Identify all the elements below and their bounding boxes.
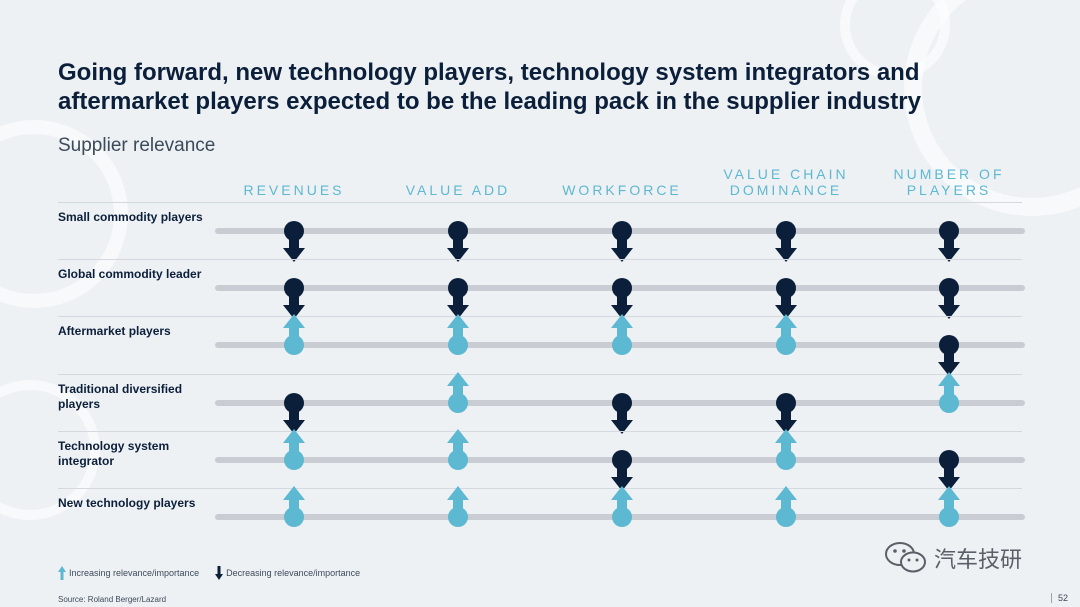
arrow-up-icon xyxy=(774,486,798,528)
arrow-up-icon xyxy=(937,486,961,528)
row-divider xyxy=(58,259,1022,261)
gear-decoration xyxy=(0,380,100,520)
arrow-down-icon xyxy=(610,392,634,434)
arrow-up-icon xyxy=(446,428,470,471)
arrow-up-icon xyxy=(446,371,470,414)
column-header: VALUE CHAIN DOMINANCE xyxy=(723,166,849,198)
arrow-down-icon xyxy=(937,277,961,320)
column-header: WORKFORCE xyxy=(562,182,682,198)
arrow-down-icon xyxy=(774,392,798,434)
legend-decreasing: Decreasing relevance/importance xyxy=(215,566,360,580)
page-title: Going forward, new technology players, t… xyxy=(58,59,921,115)
legend-decreasing-label: Decreasing relevance/importance xyxy=(226,568,361,578)
watermark-text: 汽车技研 xyxy=(934,547,1023,572)
arrow-down-icon xyxy=(282,220,306,262)
row-divider xyxy=(58,316,1022,318)
arrow-up-icon xyxy=(282,314,306,356)
row-divider xyxy=(58,488,1022,489)
column-header: REVENUES xyxy=(243,182,345,198)
arrow-down-icon xyxy=(446,277,470,320)
arrow-down-icon xyxy=(215,566,224,580)
arrow-up-icon xyxy=(774,314,798,356)
page-subtitle: Supplier relevance xyxy=(58,135,216,156)
arrow-down-icon xyxy=(774,277,798,320)
legend-increasing-label: Increasing relevance/importance xyxy=(69,568,200,578)
arrow-up-icon xyxy=(58,566,66,580)
arrow-down-icon xyxy=(774,220,798,262)
arrow-up-icon xyxy=(610,314,634,356)
arrow-down-icon xyxy=(610,220,634,262)
legend-increasing: Increasing relevance/importance xyxy=(58,566,199,580)
arrow-down-icon xyxy=(282,392,306,434)
arrow-down-icon xyxy=(610,277,634,320)
watermark: 汽车技研 xyxy=(884,540,1022,576)
arrow-down-icon xyxy=(937,220,961,262)
page-number: 52 xyxy=(1050,593,1068,603)
row-divider xyxy=(58,430,1022,432)
arrow-up-icon xyxy=(937,371,961,414)
arrow-down-icon xyxy=(610,449,634,491)
column-header: VALUE ADD xyxy=(405,182,511,198)
row-label: Small commodity players xyxy=(58,210,203,224)
arrow-up-icon xyxy=(446,486,470,528)
arrow-down-icon xyxy=(446,220,470,262)
wechat-icon xyxy=(885,542,926,573)
gear-decoration xyxy=(840,0,950,80)
column-header: NUMBER OF PLAYERS xyxy=(893,166,1005,198)
source-note: Source: Roland Berger/Lazard xyxy=(58,595,167,604)
row-divider xyxy=(58,373,1022,375)
arrow-up-icon xyxy=(774,428,798,471)
arrow-down-icon xyxy=(282,277,306,320)
arrow-down-icon xyxy=(937,334,961,377)
arrow-down-icon xyxy=(937,449,961,491)
row-label: Traditional diversified players xyxy=(58,381,183,411)
arrow-up-icon xyxy=(446,314,470,356)
arrow-up-icon xyxy=(282,428,306,471)
row-label: Global commodity leader xyxy=(58,267,202,282)
row-label: Technology system integrator xyxy=(58,438,170,468)
row-divider xyxy=(58,202,1022,203)
row-label: Aftermarket players xyxy=(58,324,171,339)
arrow-up-icon xyxy=(610,486,634,528)
arrow-up-icon xyxy=(282,486,306,528)
legend: Increasing relevance/importance Decreasi… xyxy=(58,566,376,580)
row-label: New technology players xyxy=(58,496,196,510)
